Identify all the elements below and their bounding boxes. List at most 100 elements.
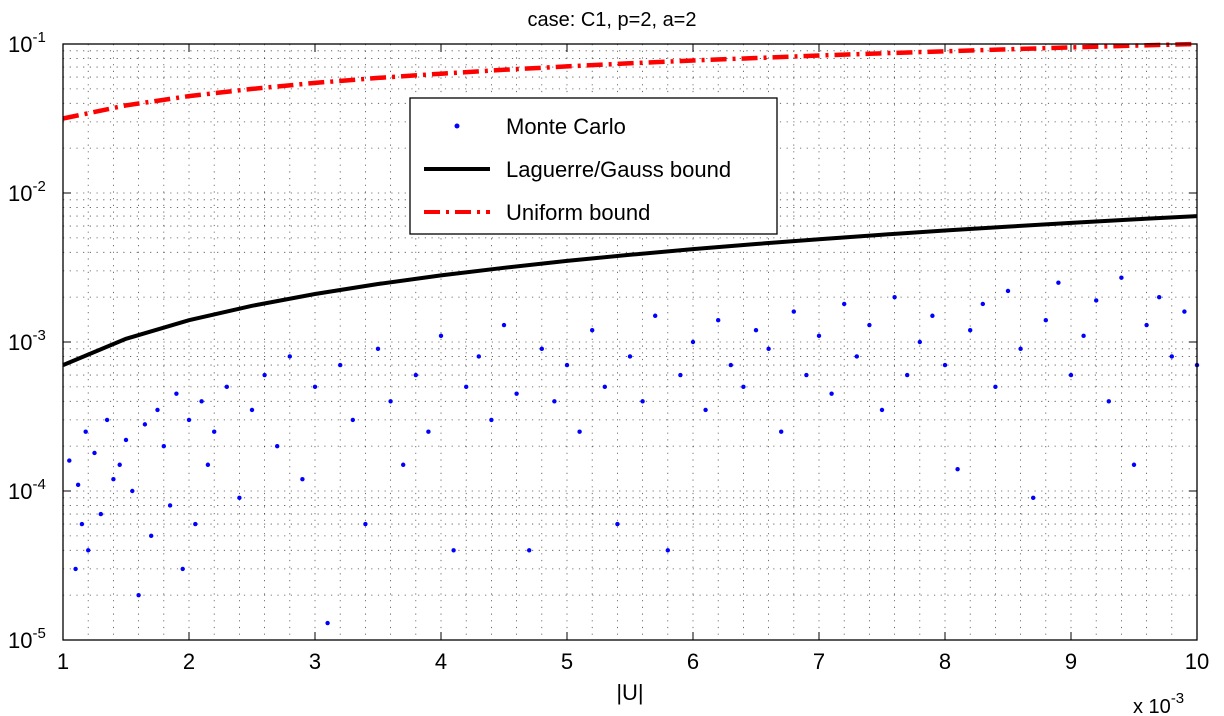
monte-carlo-point (741, 384, 746, 390)
monte-carlo-point (1056, 280, 1061, 285)
monte-carlo-point (149, 533, 154, 539)
x-axis-multiplier-exponent: -3 (1171, 690, 1184, 707)
monte-carlo-point (83, 429, 88, 434)
monte-carlo-point (854, 354, 859, 359)
monte-carlo-point (249, 407, 255, 413)
legend-label: Uniform bound (506, 200, 650, 225)
monte-carlo-point (1094, 298, 1099, 303)
monte-carlo-point (842, 301, 847, 307)
x-tick-label: 4 (435, 649, 447, 674)
monte-carlo-point (1144, 322, 1149, 328)
monte-carlo-point (312, 384, 318, 390)
monte-carlo-point (1018, 346, 1023, 352)
y-tick-base: 10 (8, 479, 32, 504)
monte-carlo-point (142, 422, 148, 427)
grid (62, 44, 1198, 641)
monte-carlo-point (104, 417, 110, 423)
monte-carlo-point (401, 462, 406, 467)
legend-label: Monte Carlo (506, 114, 626, 139)
monte-carlo-point (476, 354, 481, 359)
monte-carlo-point (942, 362, 948, 368)
monte-carlo-point (514, 391, 519, 396)
monte-carlo-point (98, 511, 104, 517)
monte-carlo-point (73, 566, 78, 572)
monte-carlo-point (1119, 275, 1124, 280)
legend-label: Laguerre/Gauss bound (506, 157, 731, 182)
monte-carlo-point (363, 521, 368, 527)
monte-carlo-point (779, 429, 784, 434)
monte-carlo-point (577, 429, 582, 434)
legend-box (409, 97, 778, 235)
monte-carlo-point (867, 322, 872, 328)
monte-carlo-point (1031, 495, 1036, 501)
monte-carlo-point (155, 407, 160, 413)
monte-carlo-point (930, 313, 935, 318)
monte-carlo-point (199, 399, 204, 404)
x-tick-label: 2 (183, 649, 195, 674)
monte-carlo-point (892, 294, 897, 300)
monte-carlo-point (968, 328, 973, 333)
monte-carlo-point (602, 384, 607, 390)
monte-carlo-point (917, 339, 922, 345)
x-axis-label: |U| (616, 680, 643, 705)
monte-carlo-point (136, 592, 141, 598)
monte-carlo-point (489, 417, 494, 423)
monte-carlo-point (161, 443, 166, 449)
monte-carlo-point (879, 407, 885, 413)
monte-carlo-point (993, 384, 998, 390)
monte-carlo-point (300, 477, 305, 482)
monte-carlo-point (665, 548, 670, 553)
monte-carlo-point (678, 372, 683, 378)
monte-carlo-point (716, 318, 721, 323)
monte-carlo-point (262, 372, 267, 378)
monte-carlo-point (1081, 333, 1086, 339)
monte-carlo-point (653, 313, 658, 318)
monte-carlo-point (92, 450, 97, 456)
x-tick-label: 1 (57, 649, 69, 674)
y-tick-base: 10 (8, 628, 32, 653)
monte-carlo-point (67, 458, 72, 463)
monte-carlo-point (167, 503, 173, 508)
monte-carlo-point (350, 417, 355, 423)
monte-carlo-point (205, 462, 211, 467)
y-tick-label: 10-2 (8, 178, 46, 206)
series-layer (62, 41, 1200, 626)
monte-carlo-point (451, 548, 456, 553)
x-tick-label: 8 (939, 649, 951, 674)
monte-carlo-point (615, 521, 620, 527)
x-tick-label: 7 (813, 649, 825, 674)
x-tick-label: 6 (687, 649, 699, 674)
x-tick-label: 10 (1185, 649, 1209, 674)
monte-carlo-point (539, 346, 544, 352)
legend-marker-monte-carlo (454, 123, 460, 129)
monte-carlo-point (130, 488, 135, 494)
monte-carlo-point (287, 354, 292, 359)
x-axis-multiplier: x 10-3 (1133, 690, 1184, 716)
monte-carlo-point (527, 548, 532, 553)
chart-title: case: C1, p=2, a=2 (527, 9, 696, 31)
monte-carlo-point (829, 391, 834, 396)
x-axis-multiplier-base: x 10 (1133, 696, 1171, 716)
y-tick-label: 10-3 (8, 327, 46, 355)
monte-carlo-point (413, 372, 418, 378)
laguerre-gauss-bound-line (62, 214, 1198, 367)
monte-carlo-point (980, 301, 985, 307)
monte-carlo-point (1005, 288, 1011, 294)
x-tick-label: 5 (561, 649, 573, 674)
monte-carlo-point (627, 354, 633, 359)
monte-carlo-point (75, 482, 81, 488)
y-tick-exponent: -4 (32, 476, 45, 493)
x-tick-label: 9 (1065, 649, 1077, 674)
y-tick-label: 10-4 (8, 476, 46, 504)
monte-carlo-point (123, 437, 129, 443)
monte-carlo-point (180, 566, 185, 572)
uniform-bound-line (62, 41, 1198, 121)
monte-carlo-point (1131, 462, 1137, 467)
y-tick-base: 10 (8, 181, 32, 206)
monte-carlo-point (117, 462, 122, 467)
monte-carlo-point (426, 429, 431, 434)
monte-carlo-point (690, 339, 696, 345)
monte-carlo-point (1043, 318, 1049, 323)
